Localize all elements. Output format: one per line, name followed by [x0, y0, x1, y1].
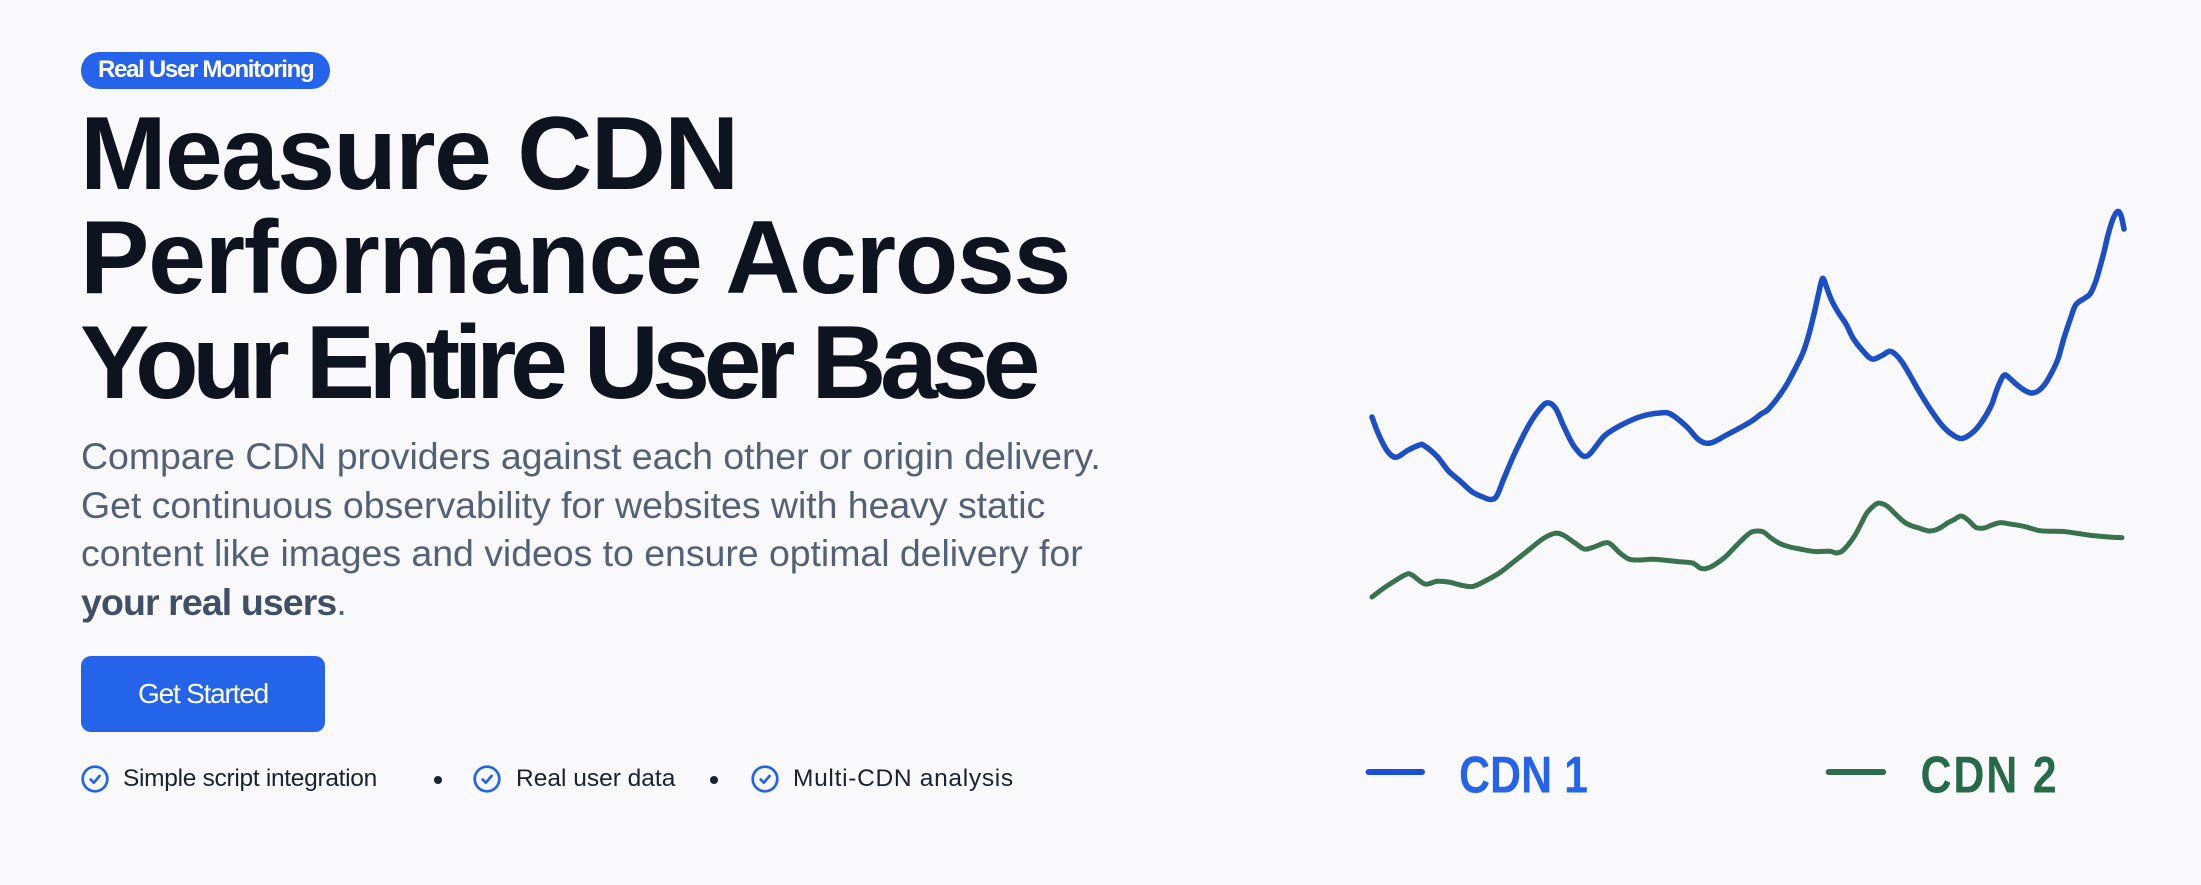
svg-text:CDN 1: CDN 1	[1459, 747, 1588, 805]
svg-text:CDN 2: CDN 2	[1921, 747, 2059, 805]
